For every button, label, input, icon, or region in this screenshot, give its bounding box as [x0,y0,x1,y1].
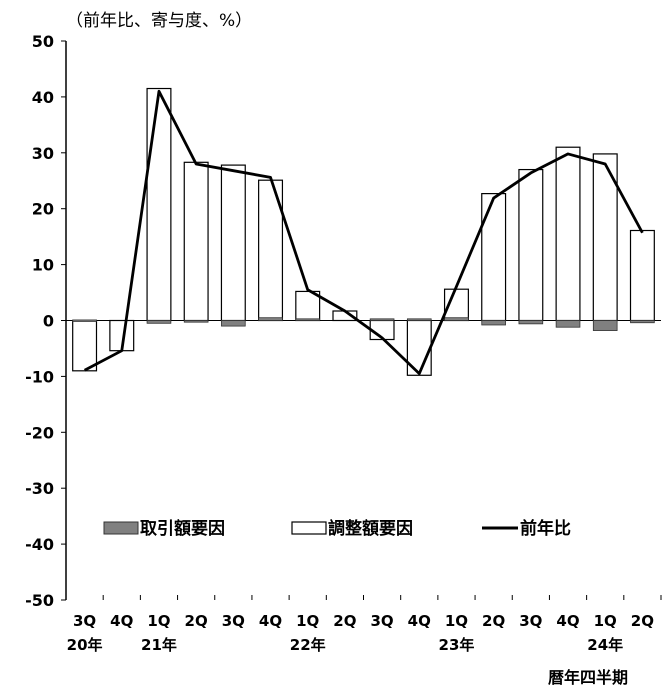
y-tick-label: 10 [32,256,54,275]
x-tick-label: 3Q [222,612,245,630]
y-tick-label: -20 [25,423,54,442]
y-tick-label: -10 [25,367,54,386]
legend-label-adjustment: 調整額要因 [328,518,413,539]
year-label: 24年 [587,636,623,654]
x-tick-label: 2Q [333,612,356,630]
year-label: 21年 [141,636,177,654]
x-tick-label: 4Q [259,612,282,630]
x-tick-label: 3Q [519,612,542,630]
y-tick-label: 20 [32,200,54,219]
x-tick-label: 2Q [482,612,505,630]
adjustment-bar [146,87,172,322]
adjustment-bar [481,193,507,322]
transaction-bar [481,320,506,326]
adjustment-bar [183,161,209,322]
y-tick-label: -30 [25,479,54,498]
x-tick-label: 1Q [445,612,468,630]
legend-label-yoy: 前年比 [520,518,571,539]
x-tick-label: 4Q [408,612,431,630]
transaction-bar [295,318,321,321]
transaction-bar [518,320,544,325]
transaction-bar [72,319,97,322]
transaction-bar [183,320,209,323]
y-tick-label: 50 [32,32,54,51]
x-tick-label: 3Q [370,612,393,630]
x-tick-label: 2Q [631,612,654,630]
adjustment-bar [555,146,581,322]
adjustment-bar [72,319,98,372]
transaction-bar [444,317,469,321]
y-tick-label: -50 [25,591,54,610]
yoy-line [83,89,644,376]
y-tick-label: -40 [25,535,54,554]
x-tick-label: 3Q [73,612,96,630]
legend-swatch-adjustment [291,521,327,535]
y-tick-label: 0 [43,312,54,331]
year-label: 20年 [67,636,103,654]
transaction-bar [555,320,581,328]
x-tick-label: 1Q [147,612,170,630]
year-label: 23年 [439,636,475,654]
legend-label-transaction: 取引額要因 [140,518,225,539]
y-tick-label: 30 [32,144,54,163]
transaction-bar [258,317,283,321]
x-tick-label: 1Q [296,612,319,630]
transaction-bar [221,320,246,327]
adjustment-bar [518,168,544,322]
y-tick-label: 40 [32,88,54,107]
x-tick-label: 4Q [556,612,579,630]
transaction-bar [146,320,172,324]
x-tick-label: 4Q [110,612,133,630]
transaction-bar [592,320,618,331]
x-axis-title: 暦年四半期 [548,668,629,687]
legend-swatch-transaction [103,521,139,535]
adjustment-bar [220,164,246,322]
year-label: 22年 [290,636,326,654]
transaction-bar [630,320,655,324]
transaction-bar [406,318,432,321]
x-tick-label: 2Q [185,612,208,630]
x-tick-label: 1Q [594,612,617,630]
adjustment-bar [629,229,655,322]
y-unit-label: （前年比、寄与度、%） [66,11,253,31]
transaction-bar [369,318,395,321]
